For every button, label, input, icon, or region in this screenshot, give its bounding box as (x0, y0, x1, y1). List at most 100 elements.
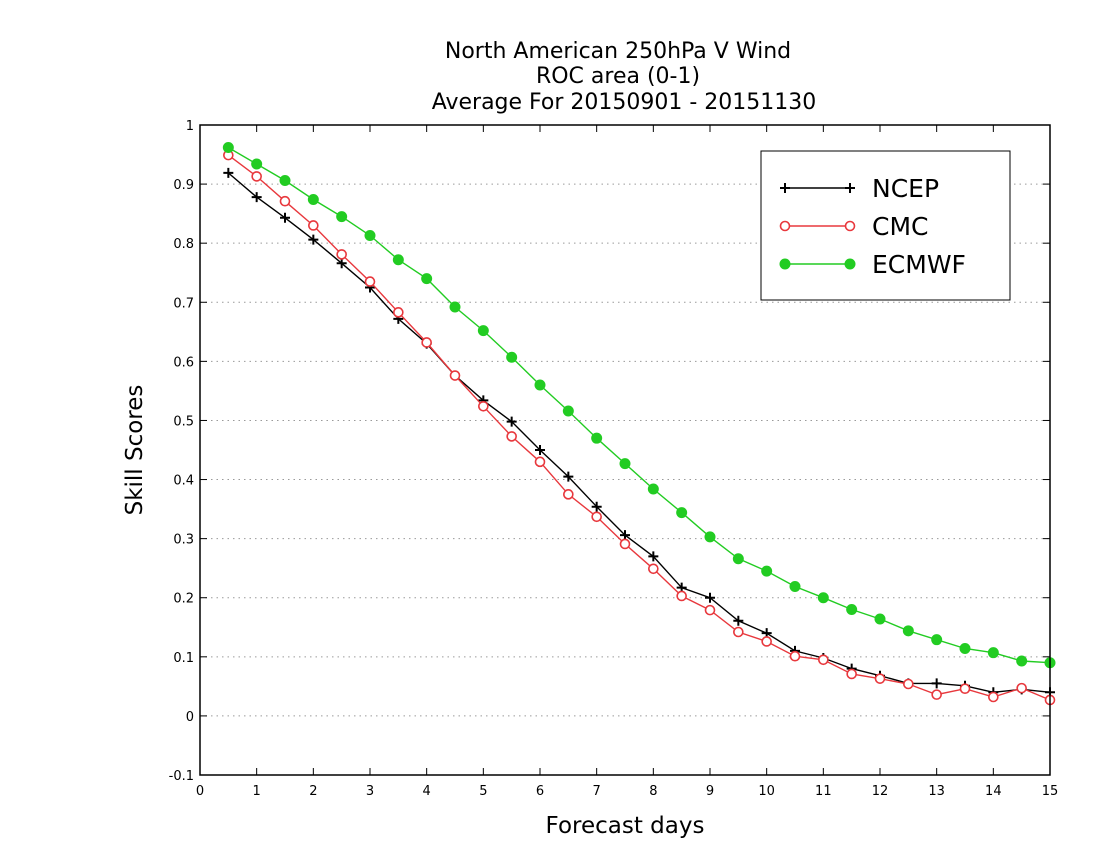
y-tick-label: 0.6 (173, 355, 194, 370)
x-tick-label: 7 (593, 784, 601, 799)
y-tick-label: 0.3 (173, 533, 194, 548)
data-point-cmc (591, 511, 602, 523)
data-point-ecmwf (336, 211, 348, 223)
data-point-ecmwf (364, 230, 376, 241)
data-point-ncep (506, 416, 517, 427)
data-point-cmc (874, 673, 886, 684)
chart-title-line-3: Average For 20150901 - 20151130 (432, 90, 817, 115)
data-point-ecmwf (704, 531, 716, 543)
series-cmc (223, 149, 1056, 706)
data-point-ecmwf (392, 254, 404, 266)
data-point-cmc (393, 307, 404, 318)
legend-marker-ecmwf (779, 258, 791, 270)
data-point-ncep (620, 530, 630, 541)
data-point-cmc (846, 668, 857, 680)
data-point-ncep (280, 212, 290, 223)
data-point-cmc (534, 456, 546, 468)
data-point-cmc (1016, 682, 1027, 694)
data-point-cmc (676, 590, 687, 602)
data-point-ecmwf (477, 325, 489, 337)
y-tick-label: 0.1 (173, 651, 194, 666)
legend-label-ecmwf: ECMWF (872, 250, 966, 279)
y-tick-label: 0.7 (173, 296, 194, 311)
data-point-ncep (223, 167, 234, 178)
data-point-ecmwf (931, 634, 943, 646)
x-tick-label: 10 (758, 784, 775, 799)
x-tick-label: 5 (479, 784, 487, 799)
x-tick-label: 1 (253, 784, 261, 799)
data-point-cmc (648, 563, 659, 575)
data-point-ncep (591, 501, 602, 512)
legend-label-ncep: NCEP (872, 174, 939, 203)
legend-item-cmc: CMC (779, 212, 928, 241)
y-tick-label: 0.2 (173, 592, 194, 607)
data-point-cmc (733, 626, 744, 638)
legend-marker-cmc (779, 220, 791, 232)
data-point-ncep (705, 592, 715, 603)
legend-marker-cmc (844, 220, 856, 232)
data-point-ecmwf (562, 405, 574, 417)
x-tick-label: 12 (872, 784, 889, 799)
legend-box (760, 150, 1011, 301)
series-ecmwf (222, 141, 1056, 669)
data-point-ecmwf (959, 643, 971, 655)
legend-marker-ncep (780, 183, 790, 193)
legend-item-ncep: NCEP (780, 174, 939, 203)
x-tick-label: 13 (928, 784, 945, 799)
data-point-ncep (733, 615, 744, 626)
data-point-ecmwf (902, 625, 914, 637)
data-point-ncep (336, 258, 347, 269)
y-tick-label: 1 (186, 119, 194, 134)
data-point-cmc (336, 249, 347, 260)
data-point-cmc (931, 689, 942, 700)
data-point-cmc (818, 654, 829, 666)
data-point-ecmwf (846, 604, 858, 616)
x-tick-label: 0 (196, 784, 204, 799)
data-point-ecmwf (987, 647, 999, 659)
data-point-cmc (364, 276, 376, 287)
x-tick-label: 2 (309, 784, 317, 799)
data-point-cmc (449, 370, 461, 381)
x-tick-label: 3 (366, 784, 374, 799)
y-tick-label: 0.4 (173, 474, 194, 489)
data-point-cmc (478, 400, 489, 412)
data-point-ecmwf (1016, 655, 1028, 667)
data-point-cmc (619, 538, 631, 550)
chart-title-line-1: North American 250hPa V Wind (445, 39, 791, 64)
data-point-cmc (761, 636, 772, 647)
legend: NCEP CMC ECMWF (760, 150, 1011, 301)
y-tick-label: 0.8 (173, 237, 194, 252)
y-axis-label: Skill Scores (122, 385, 148, 516)
x-tick-label: 9 (706, 784, 714, 799)
y-tick-label: 0.5 (173, 414, 194, 429)
legend-item-ecmwf: ECMWF (779, 250, 966, 279)
plot-frame (199, 124, 1051, 776)
data-point-ecmwf (647, 483, 659, 495)
legend-marker-ecmwf (844, 258, 856, 270)
data-point-cmc (506, 431, 517, 442)
data-point-ecmwf (732, 553, 744, 565)
data-point-ecmwf (874, 613, 886, 625)
data-point-ecmwf (534, 379, 546, 391)
y-tick-label: 0 (186, 710, 194, 725)
data-point-ecmwf (761, 565, 773, 577)
data-point-ecmwf (817, 592, 829, 604)
data-point-ecmwf (506, 351, 518, 363)
data-point-ncep (308, 234, 319, 245)
x-tick-label: 8 (649, 784, 657, 799)
y-tick-label: -0.1 (169, 769, 194, 784)
chart-title-line-2: ROC area (0-1) (536, 64, 700, 89)
y-tick-label: 0.9 (173, 178, 194, 193)
data-point-ecmwf (421, 273, 433, 285)
legend-label-cmc: CMC (872, 212, 928, 241)
data-point-cmc (789, 650, 801, 662)
data-point-ncep (251, 192, 262, 203)
data-point-cmc (903, 678, 914, 690)
data-point-cmc (308, 220, 319, 231)
data-point-ecmwf (789, 581, 801, 592)
x-tick-label: 14 (985, 784, 1002, 799)
data-point-cmc (988, 691, 999, 703)
axes: -0.100.10.20.30.40.50.60.70.80.910 1 2 3 4 5 6… (169, 119, 1059, 799)
x-tick-label: 4 (423, 784, 431, 799)
